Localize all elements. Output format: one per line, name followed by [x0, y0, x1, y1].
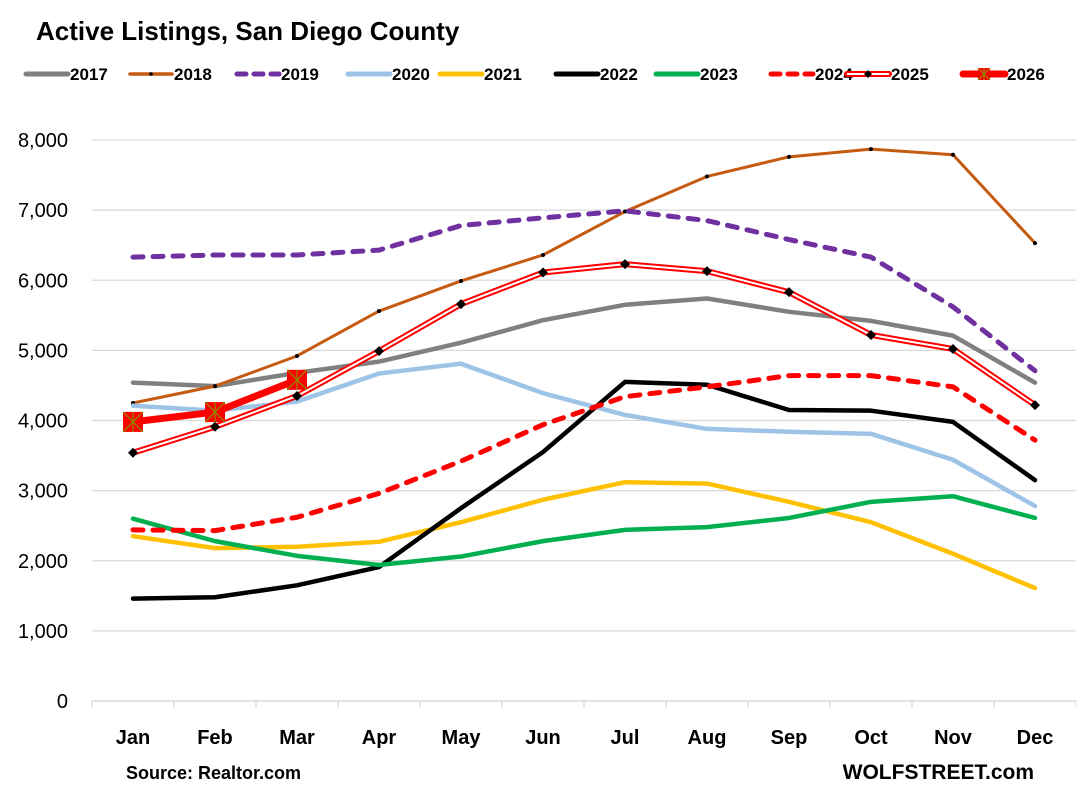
point-2018 — [213, 384, 217, 389]
x-tick-label: Mar — [279, 727, 315, 749]
x-tick-label: Dec — [1017, 727, 1054, 749]
legend-item-2021: 2021 — [437, 65, 522, 84]
legend-item-2022: 2022 — [553, 65, 638, 84]
point-2025 — [948, 343, 958, 354]
brand-watermark: WOLFSTREET.com — [843, 761, 1034, 784]
point-2025 — [210, 421, 220, 432]
point-2025 — [620, 259, 630, 270]
point-2025 — [1030, 400, 1040, 411]
line-2025 — [130, 261, 1038, 456]
x-tick-label: Jul — [611, 727, 640, 749]
legend-item-2026: 2026 — [959, 65, 1045, 84]
legend-marker — [864, 70, 872, 78]
legend-label: 2019 — [281, 65, 319, 84]
legend-label: 2025 — [891, 65, 929, 84]
y-tick-label: 3,000 — [18, 481, 68, 503]
series-lines — [122, 147, 1040, 601]
legend-item-2020: 2020 — [345, 65, 430, 84]
point-2018 — [951, 152, 955, 157]
legend-item-2025: 2025 — [844, 65, 929, 84]
line-2023 — [130, 493, 1038, 568]
y-tick-label: 0 — [57, 691, 68, 713]
point-2026 — [204, 401, 226, 423]
series-2018 — [131, 147, 1037, 405]
x-tick-label: Sep — [771, 727, 808, 749]
series-2024 — [130, 373, 1038, 534]
legend-label: 2024 — [815, 65, 853, 84]
point-2025 — [456, 299, 466, 310]
legend-item-2018: 2018 — [128, 65, 212, 84]
point-2025 — [866, 329, 876, 340]
source-note: Source: Realtor.com — [126, 763, 301, 783]
y-tick-label: 8,000 — [18, 130, 68, 152]
point-2026 — [122, 411, 144, 433]
line-2019 — [130, 208, 1038, 374]
point-2018 — [705, 174, 709, 179]
line-2022 — [130, 379, 1038, 601]
point-2018 — [541, 253, 545, 258]
y-tick-label: 6,000 — [18, 270, 68, 292]
legend-label: 2026 — [1007, 65, 1045, 84]
chart-title: Active Listings, San Diego County — [36, 16, 460, 46]
point-2025 — [784, 287, 794, 298]
legend-label: 2017 — [70, 65, 108, 84]
point-2018 — [377, 309, 381, 314]
point-2026 — [286, 369, 308, 391]
y-tick-label: 7,000 — [18, 200, 68, 222]
point-2018 — [459, 278, 463, 283]
series-2020 — [130, 361, 1038, 509]
line-2025-inner — [132, 263, 1036, 454]
legend-label: 2020 — [392, 65, 430, 84]
point-2018 — [623, 209, 627, 214]
point-2018 — [869, 147, 873, 152]
line-2021 — [130, 479, 1038, 591]
series-2017 — [130, 296, 1038, 389]
series-2022 — [130, 379, 1038, 601]
series-2023 — [130, 493, 1038, 568]
line-2018 — [131, 147, 1037, 405]
line-2017 — [130, 296, 1038, 389]
x-tick-label: Aug — [688, 727, 727, 749]
legend-item-2023: 2023 — [653, 65, 738, 84]
point-2025 — [292, 390, 302, 401]
y-tick-label: 5,000 — [18, 340, 68, 362]
y-tick-label: 1,000 — [18, 621, 68, 643]
series-2019 — [130, 208, 1038, 374]
y-tick-label: 4,000 — [18, 411, 68, 433]
x-tick-label: Oct — [854, 727, 888, 749]
line-2024 — [130, 373, 1038, 534]
point-2025 — [702, 266, 712, 277]
series-2026 — [122, 369, 308, 433]
point-2025 — [128, 447, 138, 458]
legend-label: 2022 — [600, 65, 638, 84]
legend-item-2017: 2017 — [23, 65, 108, 84]
legend: 2017 2018 2019 2020 2021 2022 2023 2024 2025 2026 — [23, 65, 1045, 84]
line-2020 — [130, 361, 1038, 509]
legend-label: 2018 — [174, 65, 212, 84]
y-tick-label: 2,000 — [18, 551, 68, 573]
x-tick-label: Feb — [197, 727, 233, 749]
x-tick-label: Jan — [116, 727, 150, 749]
point-2025 — [538, 267, 548, 278]
point-2018 — [787, 154, 791, 159]
x-tick-label: Apr — [362, 727, 397, 749]
point-2018 — [295, 353, 299, 358]
x-axis: Jan Feb Mar Apr May Jun Jul Aug Sep Oct Nov Dec — [91, 701, 1076, 749]
x-tick-label: Nov — [934, 727, 973, 749]
gridlines — [92, 139, 1076, 702]
x-tick-label: May — [442, 727, 482, 749]
legend-marker — [977, 67, 991, 81]
x-tick-label: Jun — [525, 727, 561, 749]
point-2018 — [1033, 241, 1037, 246]
point-2025 — [374, 346, 384, 357]
series-2021 — [130, 479, 1038, 591]
series-2025 — [128, 259, 1040, 458]
legend-label: 2023 — [700, 65, 738, 84]
y-axis-ticks: 0 1,000 2,000 3,000 4,000 5,000 6,000 7,000 8,00… — [18, 130, 68, 713]
legend-item-2024: 2024 — [768, 65, 853, 84]
legend-item-2019: 2019 — [234, 65, 319, 84]
legend-label: 2021 — [484, 65, 522, 84]
